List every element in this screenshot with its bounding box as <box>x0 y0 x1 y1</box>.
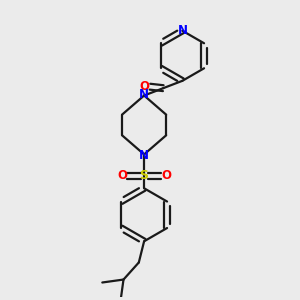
Text: N: N <box>139 149 149 162</box>
Text: O: O <box>117 169 127 182</box>
Text: N: N <box>177 24 188 37</box>
Text: O: O <box>139 80 149 93</box>
Text: N: N <box>139 88 149 100</box>
Text: S: S <box>140 169 148 182</box>
Text: O: O <box>161 169 171 182</box>
